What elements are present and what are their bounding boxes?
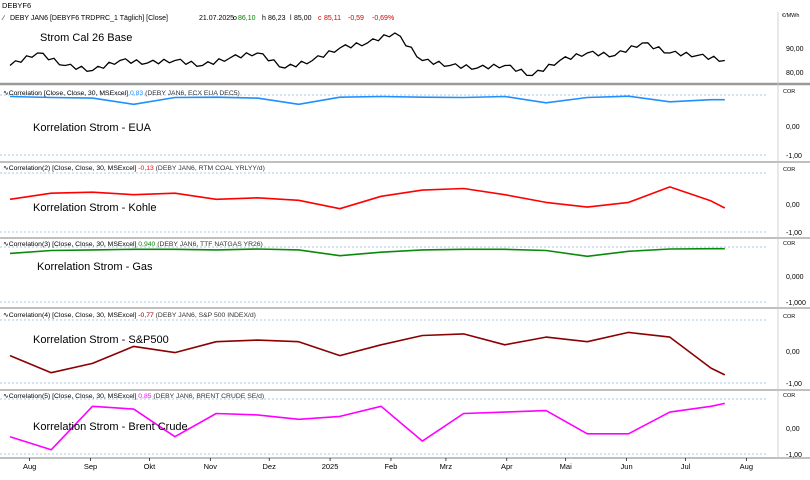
pane-label-2: Korrelation Strom - Kohle [33, 202, 157, 214]
pane-header-3: ∿Correlation(3) [Close, Close, 30, MSExc… [3, 241, 263, 248]
pane-label-1: Korrelation Strom - EUA [33, 122, 152, 134]
pane-tick-3-2: -1,000 [786, 300, 806, 307]
pane-current-value: -0,77 [138, 312, 155, 319]
pane-tick-2-0: COR [783, 167, 795, 173]
price-tick-80: 80,00 [786, 70, 804, 77]
high-value: 86,23 [268, 15, 286, 22]
x-axis-label: Jun [621, 462, 633, 471]
correlation-line-1 [9, 95, 725, 106]
x-axis-label: Mai [560, 462, 572, 471]
x-axis-label: Apr [501, 462, 513, 471]
pane-current-value: 0,940 [138, 241, 157, 248]
pane-label-4: Korrelation Strom - S&P500 [33, 334, 169, 346]
pane-header-text: Correlation(3) [Close, Close, 30, MSExce… [9, 241, 139, 248]
open-value: 86,10 [238, 15, 256, 22]
pane-header-text: Correlation(5) [Close, Close, 30, MSExce… [9, 393, 139, 400]
close-label: c [318, 15, 322, 22]
x-axis-label: Feb [384, 462, 397, 471]
x-axis-label: Nov [204, 462, 218, 471]
price-series-icon: ∕ [1, 15, 6, 22]
pane-tick-4-1: 0,00 [786, 349, 800, 356]
indicator-icon: ∿ [3, 165, 9, 172]
pane-tick-1-1: 0,00 [786, 124, 800, 131]
pane-tick-2-2: -1,00 [786, 230, 802, 237]
indicator-icon: ∿ [3, 312, 9, 319]
change-value: -0,59 [348, 15, 364, 22]
x-axis-label: Aug [23, 462, 36, 471]
x-axis-label: Mrz [440, 462, 453, 471]
pane-label-5: Korrelation Strom - Brent Crude [33, 421, 188, 433]
pane-frames [0, 12, 810, 459]
price-unit: €/MWh [782, 13, 799, 19]
x-axis-label: Jul [681, 462, 691, 471]
close-value: 85,11 [324, 15, 341, 22]
pane-tick-4-2: -1,00 [786, 381, 802, 388]
pane-header-5: ∿Correlation(5) [Close, Close, 30, MSExc… [3, 393, 264, 400]
price-tick-90: 90,00 [786, 46, 804, 53]
pane-tick-5-2: -1,00 [786, 452, 802, 459]
pane-current-value: -0,13 [138, 165, 155, 172]
open-label: o [233, 15, 237, 22]
pane-tick-2-1: 0,00 [786, 202, 800, 209]
price-series-line [9, 32, 725, 77]
pane-current-value: 0,83 [130, 90, 145, 97]
pane-tick-1-2: -1,00 [786, 153, 802, 160]
pane-header-1: ∿Correlation [Close, Close, 30, MSExcel]… [3, 90, 240, 97]
indicator-icon: ∿ [3, 90, 9, 97]
pane-header-4: ∿Correlation(4) [Close, Close, 30, MSExc… [3, 312, 256, 319]
change-pct-value: -0,69% [372, 15, 394, 22]
pane-header-text: Correlation(2) [Close, Close, 30, MSExce… [9, 165, 139, 172]
window-symbol: DEBYF6 [2, 1, 31, 10]
indicator-icon: ∿ [3, 393, 9, 400]
pane-header-text: Correlation(4) [Close, Close, 30, MSExce… [9, 312, 139, 319]
pane-tick-5-0: COR [783, 393, 795, 399]
correlation-line-4 [9, 331, 726, 376]
pane-source: (DEBY JAN6, BRENT CRUDE SE/d) [153, 393, 264, 400]
x-axis-label: Dez [263, 462, 277, 471]
pane-source: (DEBY JAN6, ECX EUA DEC5) [145, 90, 240, 97]
x-axis: Aug Sep Okt Nov Dez 2025 Feb Mrz Apr Mai Jun Jul Aug [23, 458, 753, 471]
pane-tick-5-1: 0,00 [786, 426, 800, 433]
correlation-line-5 [9, 402, 725, 451]
x-axis-label: Sep [84, 462, 97, 471]
x-axis-label: 2025 [322, 462, 339, 471]
pane-tick-3-1: 0,000 [786, 274, 804, 281]
pane-source: (DEBY JAN6, TTF NATGAS YR26) [157, 241, 263, 248]
pane-header-text: Correlation [Close, Close, 30, MSExcel] [9, 90, 130, 97]
low-label: l [290, 15, 292, 22]
pane-source: (DEBY JAN6, S&P 500 INDEX/d) [156, 312, 256, 319]
pane-current-value: 0,85 [138, 393, 153, 400]
pane-tick-1-0: COR [783, 89, 795, 95]
price-header-date: 21.07.2025 [199, 15, 234, 22]
correlation-line-3 [9, 247, 725, 258]
pane-header-2: ∿Correlation(2) [Close, Close, 30, MSExc… [3, 165, 265, 172]
x-axis-label: Aug [740, 462, 753, 471]
price-header: ∕ DEBY JAN6 [DEBYF6 TRDPRC_1 Täglich] [C… [1, 15, 394, 22]
price-pane-label: Strom Cal 26 Base [40, 32, 132, 44]
pane-tick-3-0: COR [783, 241, 795, 247]
high-label: h [262, 15, 266, 22]
pane-source: (DEBY JAN6, RTM COAL YRLYY/d) [156, 165, 265, 172]
correlation-line-2 [9, 186, 726, 210]
indicator-icon: ∿ [3, 241, 9, 248]
x-axis-label: Okt [144, 462, 157, 471]
low-value: 85,00 [294, 15, 312, 22]
pane-label-3: Korrelation Strom - Gas [37, 261, 153, 273]
pane-texts: ∿Correlation [Close, Close, 30, MSExcel]… [3, 89, 806, 459]
price-header-text: DEBY JAN6 [DEBYF6 TRDPRC_1 Täglich] [Clo… [10, 15, 168, 22]
pane-tick-4-0: COR [783, 314, 795, 320]
data-lines [9, 32, 726, 451]
